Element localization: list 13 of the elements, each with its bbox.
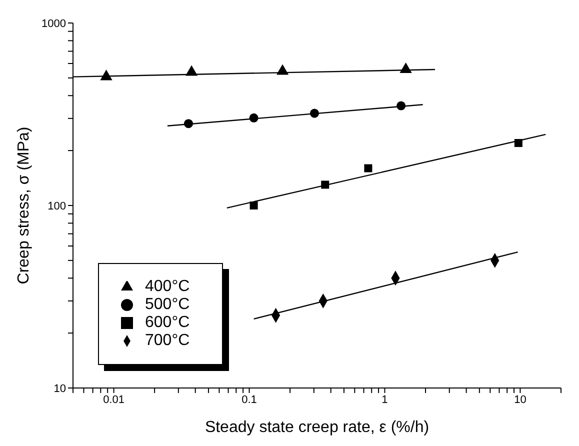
y-tick-label: 10 bbox=[54, 382, 66, 395]
legend-label: 400°C bbox=[145, 278, 190, 295]
y-tick-label: 1000 bbox=[42, 18, 66, 30]
y-axis-title: Creep stress, σ (MPa) bbox=[16, 126, 33, 284]
legend-label: 500°C bbox=[145, 296, 190, 313]
x-tick-label: 0.01 bbox=[103, 394, 124, 406]
y-tick-label: 100 bbox=[48, 200, 66, 212]
x-tick-label: 1 bbox=[382, 394, 388, 406]
legend-label: 700°C bbox=[145, 332, 190, 349]
x-tick-label: 0.1 bbox=[242, 394, 257, 406]
x-axis-title: Steady state creep rate, ε (%/h) bbox=[204, 419, 430, 436]
x-tick-label: 10 bbox=[514, 394, 526, 406]
legend-label: 600°C bbox=[145, 314, 190, 331]
